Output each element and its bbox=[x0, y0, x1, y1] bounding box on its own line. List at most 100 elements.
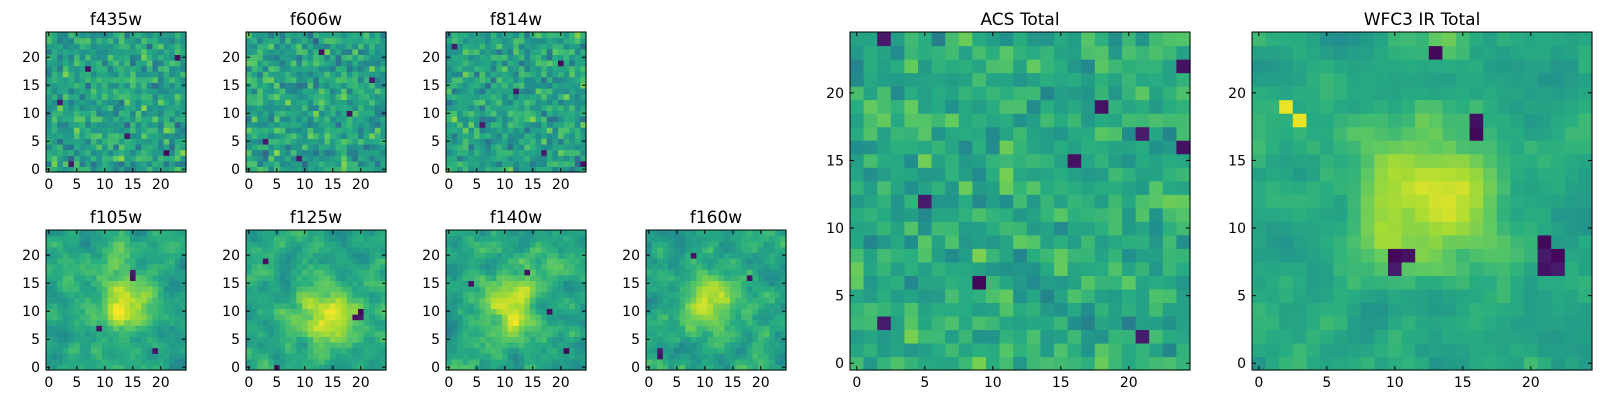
heatmap-cell bbox=[763, 246, 770, 253]
heatmap-cell bbox=[479, 76, 486, 83]
heatmap-cell bbox=[1122, 329, 1137, 344]
heatmap-cell bbox=[268, 48, 275, 55]
heatmap-cell bbox=[674, 246, 681, 253]
heatmap-cell bbox=[580, 235, 587, 242]
heatmap-cell bbox=[279, 116, 286, 123]
heatmap-cell bbox=[318, 342, 325, 349]
heatmap-cell bbox=[130, 297, 137, 304]
heatmap-cell bbox=[674, 263, 681, 270]
heatmap-cell bbox=[524, 263, 531, 270]
heatmap-cell bbox=[290, 43, 297, 50]
heatmap-cell bbox=[724, 353, 731, 360]
heatmap-cell bbox=[668, 358, 675, 365]
heatmap-cell bbox=[96, 43, 103, 50]
heatmap-cell bbox=[1054, 207, 1069, 222]
heatmap-cell bbox=[57, 308, 64, 315]
heatmap-cell bbox=[268, 132, 275, 139]
heatmap-cell bbox=[262, 297, 269, 304]
heatmap-cell bbox=[180, 325, 187, 332]
heatmap-cell bbox=[552, 116, 559, 123]
heatmap-cell bbox=[679, 330, 686, 337]
heatmap-cell bbox=[68, 43, 75, 50]
heatmap-cell bbox=[474, 65, 481, 72]
heatmap-cell bbox=[313, 138, 320, 145]
heatmap-cell bbox=[685, 258, 692, 265]
heatmap-cell bbox=[451, 302, 458, 309]
heatmap-cell bbox=[1013, 261, 1028, 276]
heatmap-cell bbox=[446, 291, 453, 298]
heatmap-cell bbox=[558, 71, 565, 78]
heatmap-cell bbox=[79, 246, 86, 253]
heatmap-cell bbox=[774, 358, 781, 365]
heatmap-cell bbox=[457, 358, 464, 365]
heatmap-cell bbox=[507, 314, 514, 321]
heatmap-cell bbox=[68, 314, 75, 321]
heatmap-cell bbox=[507, 71, 514, 78]
heatmap-cell bbox=[268, 286, 275, 293]
heatmap-cell bbox=[972, 315, 987, 331]
heatmap-cell bbox=[451, 274, 458, 281]
heatmap-cell bbox=[46, 132, 53, 139]
heatmap-cell bbox=[268, 325, 275, 332]
heatmap-cell bbox=[380, 314, 387, 321]
heatmap-cell bbox=[146, 358, 153, 365]
heatmap-cell bbox=[341, 65, 348, 72]
heatmap-cell bbox=[51, 88, 58, 95]
heatmap-cell bbox=[1013, 221, 1028, 236]
heatmap-cell bbox=[546, 43, 553, 50]
heatmap-cell bbox=[135, 314, 142, 321]
heatmap-cell bbox=[290, 160, 297, 167]
heatmap-cell bbox=[769, 246, 776, 253]
heatmap-cell bbox=[107, 280, 114, 287]
heatmap-cell bbox=[141, 319, 148, 326]
heatmap-cell bbox=[513, 149, 520, 156]
heatmap-cell bbox=[741, 302, 748, 309]
heatmap-cell bbox=[251, 308, 258, 315]
heatmap-cell bbox=[135, 32, 142, 39]
heatmap-cell bbox=[502, 280, 509, 287]
heatmap-cell bbox=[724, 258, 731, 265]
heatmap-cell bbox=[51, 342, 58, 349]
heatmap-cell bbox=[307, 32, 314, 39]
heatmap-cell bbox=[718, 358, 725, 365]
heatmap-cell bbox=[735, 336, 742, 343]
heatmap-cell bbox=[358, 325, 365, 332]
heatmap-cell bbox=[730, 325, 737, 332]
heatmap-cell bbox=[780, 347, 787, 354]
heatmap-cell bbox=[302, 88, 309, 95]
heatmap-cell bbox=[1013, 342, 1028, 358]
heatmap-cell bbox=[752, 325, 759, 332]
heatmap-cell bbox=[462, 258, 469, 265]
heatmap-cell bbox=[369, 32, 376, 39]
heatmap-cell bbox=[107, 88, 114, 95]
heatmap-cell bbox=[46, 43, 53, 50]
heatmap-cell bbox=[474, 132, 481, 139]
heatmap-cell bbox=[496, 104, 503, 111]
heatmap-cell bbox=[530, 325, 537, 332]
heatmap-cell bbox=[877, 167, 892, 182]
heatmap-cell bbox=[341, 280, 348, 287]
heatmap-cell bbox=[462, 99, 469, 106]
heatmap-cell bbox=[318, 297, 325, 304]
heatmap-cell bbox=[535, 235, 542, 242]
heatmap-cell bbox=[163, 127, 170, 134]
heatmap-cell bbox=[580, 274, 587, 281]
heatmap-cell bbox=[79, 241, 86, 248]
heatmap-cell bbox=[746, 258, 753, 265]
heatmap-cell bbox=[307, 99, 314, 106]
heatmap-cell bbox=[662, 342, 669, 349]
heatmap-cell bbox=[457, 160, 464, 167]
heatmap-cell bbox=[346, 65, 353, 72]
heatmap-cell bbox=[51, 252, 58, 259]
heatmap-cell bbox=[758, 353, 765, 360]
heatmap-cell bbox=[296, 291, 303, 298]
heatmap-cell bbox=[702, 342, 709, 349]
heatmap-cell bbox=[574, 258, 581, 265]
heatmap-cell bbox=[174, 37, 181, 44]
heatmap-cell bbox=[313, 88, 320, 95]
heatmap-cell bbox=[141, 314, 148, 321]
heatmap-cell bbox=[352, 325, 359, 332]
heatmap-cell bbox=[558, 258, 565, 265]
heatmap-cell bbox=[507, 160, 514, 167]
heatmap-cell bbox=[1067, 234, 1082, 249]
